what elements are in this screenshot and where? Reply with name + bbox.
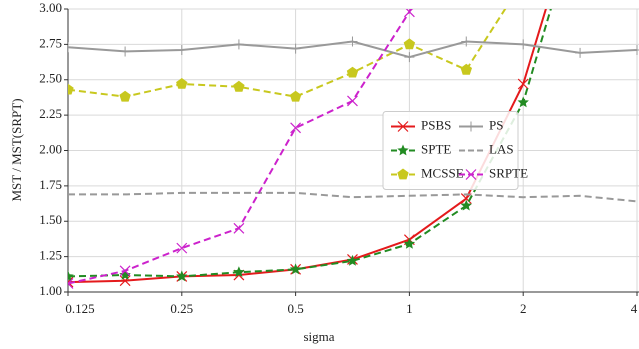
- legend-label: SRPTE: [489, 165, 528, 180]
- marker: [290, 122, 302, 134]
- marker: [517, 96, 529, 108]
- y-tick-label: 2.50: [39, 71, 62, 86]
- marker: [119, 269, 131, 280]
- marker: [119, 265, 131, 277]
- marker: [347, 95, 358, 107]
- x-tick-label: 4: [631, 301, 638, 316]
- marker: [403, 9, 415, 18]
- marker: [460, 199, 472, 211]
- marker: [119, 275, 131, 287]
- legend-box: [382, 111, 519, 190]
- legend-label: MCSSE: [421, 165, 464, 180]
- marker: [397, 168, 409, 180]
- marker: [397, 121, 409, 132]
- marker: [233, 266, 245, 277]
- marker: [575, 47, 586, 58]
- y-tick-label: 2.00: [39, 141, 62, 156]
- marker: [119, 90, 131, 102]
- marker: [233, 80, 245, 92]
- marker: [403, 237, 416, 249]
- marker: [68, 83, 74, 95]
- marker: [176, 78, 188, 89]
- marker: [176, 270, 188, 282]
- x-tick-label: 0.125: [65, 301, 94, 316]
- marker: [176, 242, 188, 254]
- y-tick-label: 3.00: [39, 0, 62, 15]
- legend-label: PSBS: [421, 117, 451, 132]
- marker: [632, 45, 639, 56]
- marker: [233, 39, 244, 50]
- marker: [68, 276, 74, 288]
- marker: [120, 46, 131, 57]
- x-tick-label: 0.5: [287, 301, 303, 316]
- x-axis-label: sigma: [303, 329, 334, 344]
- marker: [517, 78, 529, 90]
- y-tick-label: 1.50: [39, 212, 62, 227]
- legend-label: SPTE: [421, 141, 451, 156]
- plot-layer: [68, 9, 639, 289]
- y-tick-label: 2.25: [39, 106, 62, 121]
- marker: [347, 36, 358, 47]
- legend-label: PS: [489, 117, 503, 132]
- series-line: [68, 191, 638, 203]
- marker: [518, 39, 529, 50]
- y-tick-label: 1.25: [39, 248, 62, 263]
- marker: [289, 90, 302, 102]
- marker: [466, 121, 476, 132]
- marker: [403, 38, 416, 50]
- marker: [461, 36, 472, 47]
- marker: [68, 278, 74, 289]
- marker: [68, 270, 74, 282]
- y-axis-label: MST / MST(SRPT): [9, 98, 24, 201]
- series-line: [68, 9, 552, 278]
- legend-label: LAS: [489, 141, 514, 156]
- marker: [460, 63, 472, 75]
- marker: [289, 263, 302, 275]
- x-tick-label: 2: [520, 301, 527, 316]
- y-tick-label: 1.00: [39, 283, 62, 298]
- marker: [68, 42, 73, 53]
- marker: [290, 43, 301, 54]
- y-tick-label: 1.75: [39, 177, 62, 192]
- x-tick-label: 0.25: [170, 301, 193, 316]
- marker: [233, 222, 245, 234]
- marker: [346, 66, 359, 78]
- marker: [465, 169, 477, 180]
- y-tick-label: 2.75: [39, 35, 62, 50]
- marker: [176, 45, 187, 56]
- marker: [397, 144, 409, 156]
- x-tick-label: 1: [406, 301, 413, 316]
- marker: [346, 254, 359, 266]
- marker: [404, 52, 415, 63]
